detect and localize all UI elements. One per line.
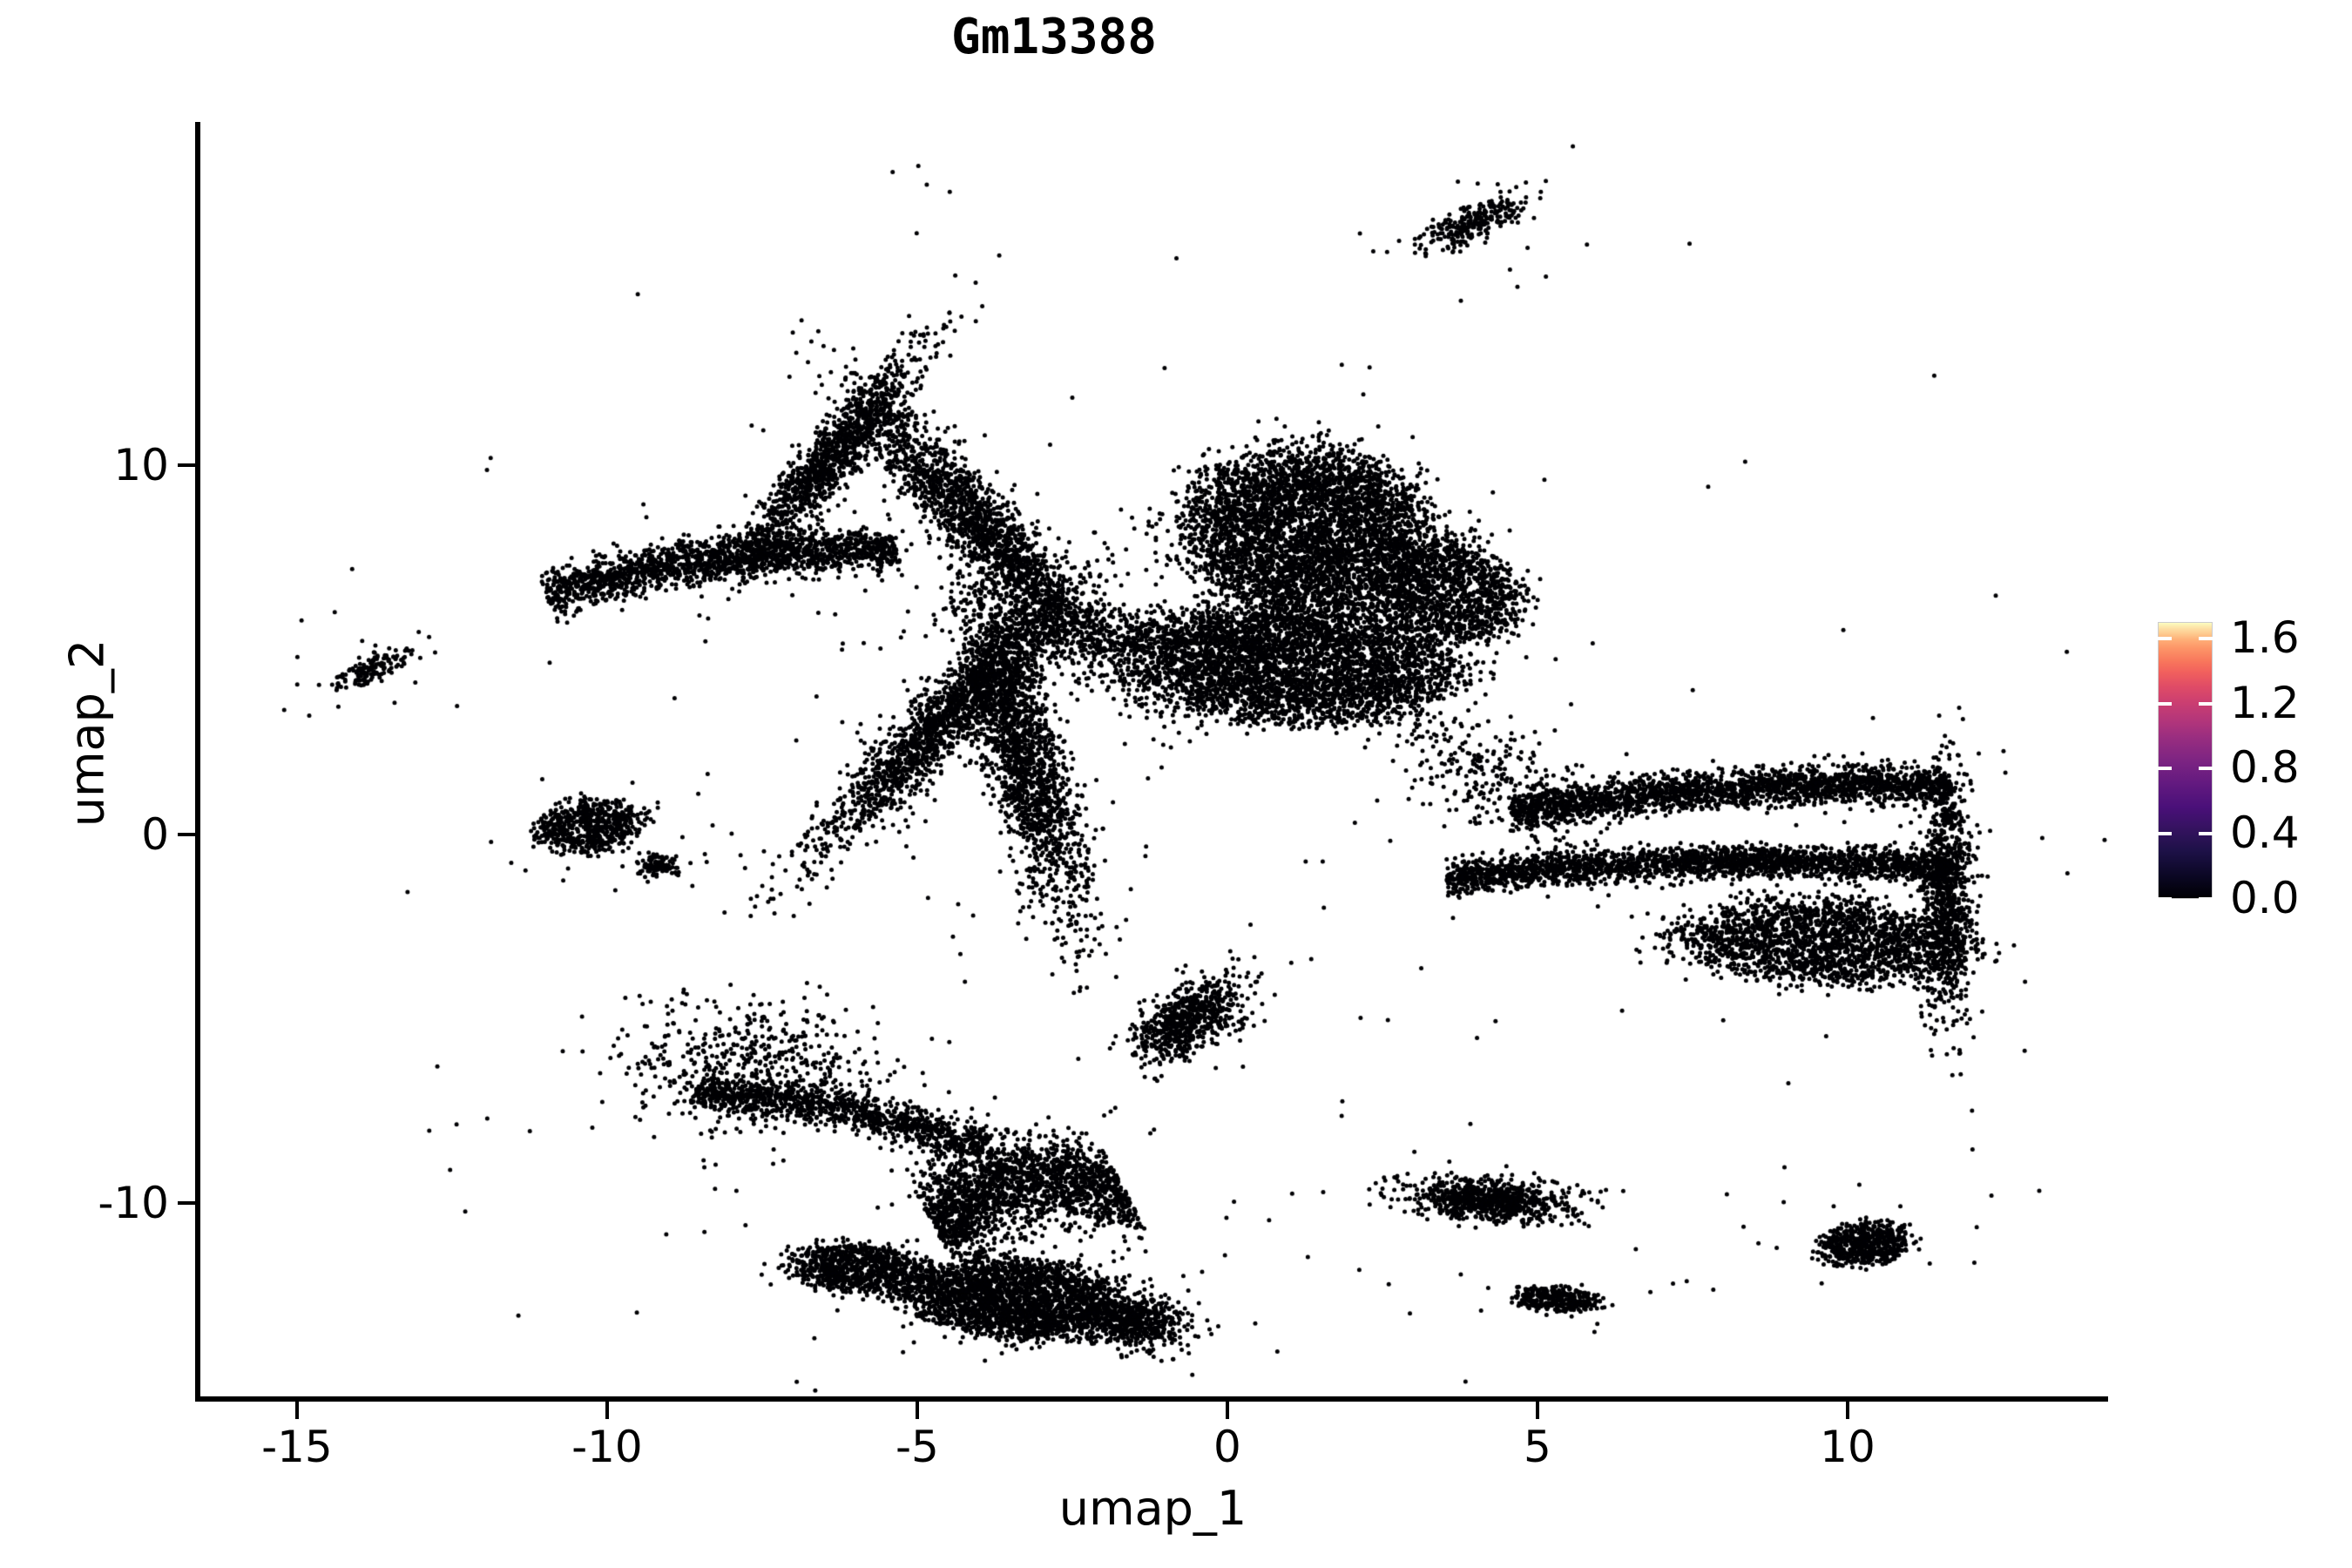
x-tick-label: -15	[261, 1422, 333, 1472]
y-axis-spine	[195, 122, 200, 1402]
scatter-point-cloud	[198, 122, 2108, 1399]
colorbar-tick-mark	[2199, 897, 2213, 901]
colorbar-tick-mark	[2199, 701, 2213, 706]
colorbar-gradient	[2158, 622, 2213, 899]
colorbar[interactable]: 0.0 0.4 0.8 1.2 1.6	[2158, 616, 2349, 920]
colorbar-tick-mark	[2158, 767, 2172, 771]
x-tick-mark	[915, 1402, 919, 1419]
y-tick-mark	[178, 463, 195, 468]
colorbar-tick-mark	[2158, 897, 2172, 901]
colorbar-tick-mark	[2158, 701, 2172, 706]
x-tick-label: 5	[1524, 1422, 1551, 1472]
colorbar-tick-label: 1.6	[2230, 612, 2300, 663]
y-tick-label: -10	[98, 1178, 169, 1229]
y-tick-label: 0	[141, 808, 169, 860]
plot-axes-area[interactable]	[198, 122, 2108, 1399]
y-axis-label: umap_2	[59, 639, 115, 828]
page-title: Gm13388	[950, 9, 1157, 65]
x-axis-spine	[195, 1396, 2108, 1402]
x-tick-mark	[294, 1402, 299, 1419]
x-tick-mark	[1845, 1402, 1849, 1419]
y-tick-mark	[178, 1201, 195, 1206]
x-tick-label: -5	[895, 1422, 939, 1472]
x-tick-label: 0	[1213, 1422, 1241, 1472]
colorbar-tick-label: 0.8	[2230, 742, 2300, 794]
colorbar-tick-mark	[2158, 636, 2172, 640]
colorbar-tick-mark	[2199, 767, 2213, 771]
x-tick-mark	[605, 1402, 609, 1419]
colorbar-tick-label: 0.0	[2230, 873, 2300, 923]
x-tick-mark	[1535, 1402, 1539, 1419]
colorbar-tick-mark	[2158, 832, 2172, 836]
colorbar-tick-label: 1.2	[2230, 677, 2300, 728]
colorbar-tick-mark	[2199, 636, 2213, 640]
colorbar-tick-mark	[2199, 832, 2213, 836]
x-axis-label: umap_1	[1058, 1481, 1247, 1536]
y-tick-label: 10	[113, 440, 169, 491]
colorbar-tick-label: 0.4	[2230, 808, 2300, 859]
y-tick-mark	[178, 832, 195, 836]
x-tick-label: -10	[571, 1422, 643, 1472]
x-tick-mark	[1225, 1402, 1229, 1419]
x-tick-label: 10	[1820, 1422, 1876, 1472]
